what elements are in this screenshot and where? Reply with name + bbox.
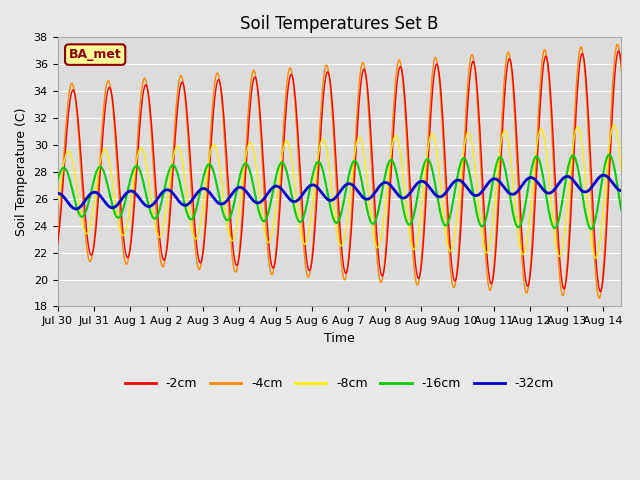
Text: BA_met: BA_met <box>69 48 122 61</box>
Legend: -2cm, -4cm, -8cm, -16cm, -32cm: -2cm, -4cm, -8cm, -16cm, -32cm <box>120 372 559 395</box>
Title: Soil Temperatures Set B: Soil Temperatures Set B <box>240 15 438 33</box>
X-axis label: Time: Time <box>324 332 355 345</box>
Y-axis label: Soil Temperature (C): Soil Temperature (C) <box>15 108 28 236</box>
